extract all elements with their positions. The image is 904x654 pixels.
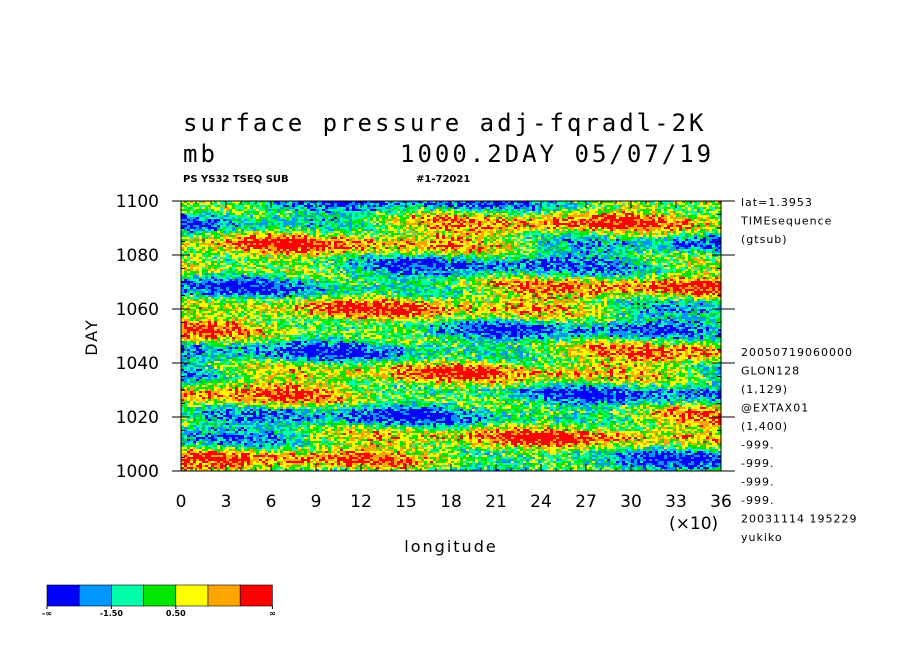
- run-info: 1000.2DAY 05/07/19: [400, 140, 714, 168]
- chart-title: surface pressure adj-fqradl-2K: [183, 109, 706, 137]
- subtitle-right: #1-72021: [416, 174, 470, 185]
- units-label: mb: [183, 140, 218, 168]
- heatmap-field: [181, 201, 721, 471]
- subtitle-left: PS YS32 TSEQ SUB: [183, 174, 289, 185]
